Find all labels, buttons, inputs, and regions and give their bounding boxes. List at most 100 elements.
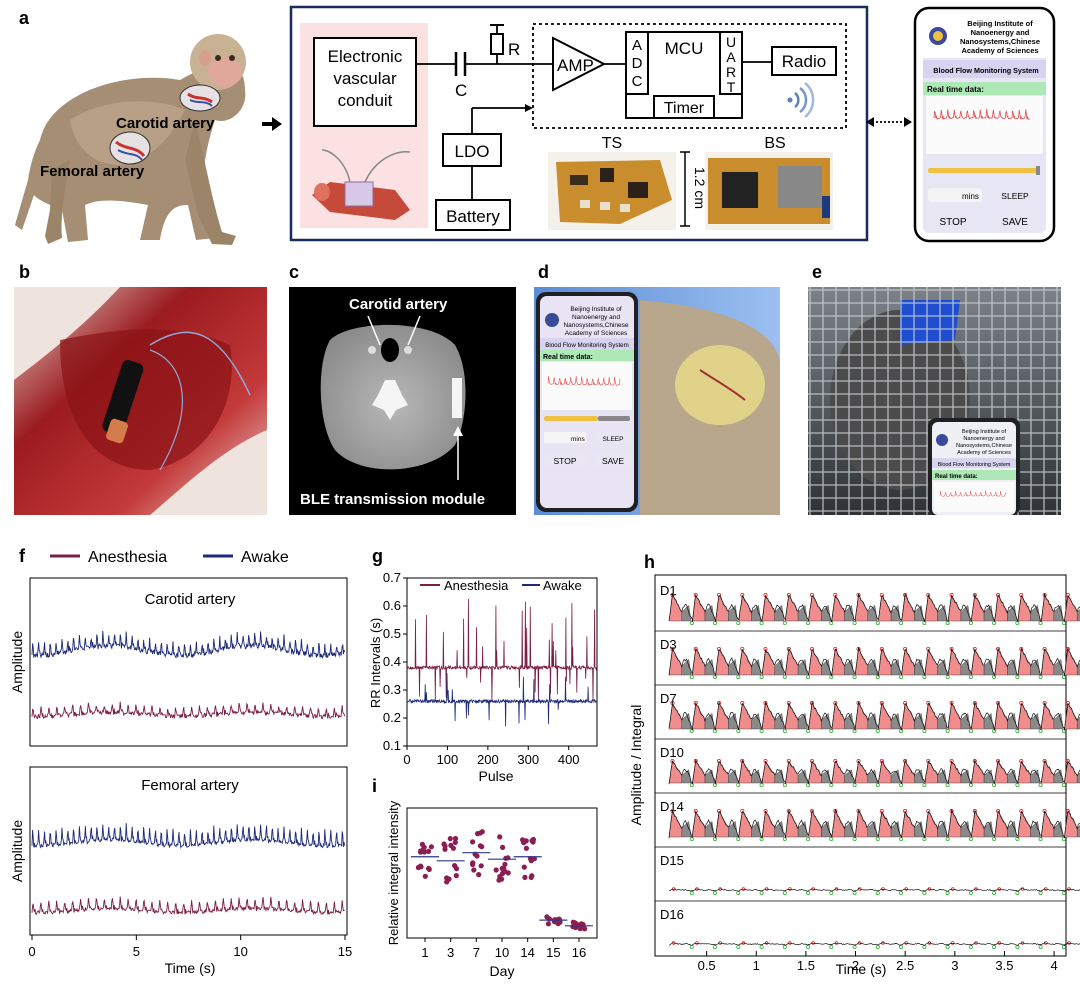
- i-data-point: [520, 837, 526, 843]
- h-valley-marker: [945, 675, 950, 680]
- h-integral-gray: [867, 658, 878, 676]
- i-data-point: [529, 873, 535, 879]
- h-integral-gray: [1053, 658, 1064, 676]
- bidirectional-arrow-icon: [866, 117, 912, 127]
- i-xtick-label: 1: [421, 945, 428, 960]
- h-valley-marker: [852, 891, 857, 896]
- i-data-point: [418, 849, 424, 855]
- uart-letter-u: U: [726, 34, 736, 50]
- h-row-signal: [668, 888, 1080, 893]
- h-integral-gray: [797, 769, 808, 784]
- i-xtick-label: 7: [473, 945, 480, 960]
- monkey-illustration: [15, 34, 246, 245]
- h-valley-marker: [736, 945, 741, 950]
- carotid-anesthesia-line: [31, 701, 346, 720]
- h-valley-marker: [899, 837, 904, 842]
- d-mins-field[interactable]: [544, 432, 586, 443]
- i-data-point: [545, 921, 552, 927]
- h-valley-marker: [806, 675, 811, 680]
- panel-letter-d: d: [538, 262, 549, 282]
- h-integral-gray: [937, 658, 948, 676]
- h-valley-marker: [968, 621, 973, 626]
- h-valley-marker: [992, 945, 997, 950]
- g-xtick-label: 200: [477, 752, 499, 767]
- bs-label: BS: [764, 135, 785, 152]
- h-peak-marker: [950, 887, 955, 891]
- i-data-point: [428, 844, 434, 850]
- battery-label: Battery: [446, 207, 500, 226]
- h-integral-gray: [821, 820, 831, 838]
- ts-label: TS: [602, 135, 622, 152]
- phone-save-button[interactable]: [990, 212, 1040, 230]
- d-stop-button[interactable]: [544, 452, 586, 468]
- ts-pcb-photo: [548, 152, 676, 230]
- i-data-point: [477, 830, 483, 836]
- h-valley-marker: [1061, 891, 1066, 896]
- h-peak-marker: [693, 759, 698, 764]
- i-data-point: [422, 873, 428, 879]
- d-save-button[interactable]: [594, 452, 632, 468]
- h-xtick-label: 2: [852, 958, 859, 973]
- phone-mins-field[interactable]: [928, 188, 982, 202]
- g-ytick-label: 0.6: [383, 598, 401, 613]
- h-integral-gray: [1007, 658, 1017, 676]
- h-peak-marker: [788, 941, 792, 945]
- i-xtick-label: 15: [546, 945, 560, 960]
- h-integral-gray: [914, 820, 924, 838]
- f-xtick-label: 5: [133, 944, 140, 959]
- carotid-subplot-title: Carotid artery: [145, 591, 236, 608]
- phone-sleep-label: SLEEP: [1001, 191, 1029, 201]
- e-system-title: Blood Flow Monitoring System: [938, 462, 1011, 468]
- h-valley-marker: [968, 675, 973, 680]
- phone-stop-button[interactable]: [928, 212, 978, 230]
- h-integral-gray: [1053, 820, 1064, 838]
- h-valley-marker: [713, 621, 718, 626]
- h-peak-marker: [788, 887, 792, 891]
- i-data-point: [576, 924, 582, 930]
- h-valley-marker: [945, 621, 950, 626]
- h-row-label: D7: [660, 691, 677, 706]
- i-data-point: [479, 844, 485, 850]
- h-integral-gray: [983, 769, 994, 784]
- h-valley-marker: [736, 783, 741, 788]
- conduit-line1: Electronic: [328, 47, 403, 66]
- h-peak-marker: [996, 701, 1001, 706]
- h-integral-gray: [960, 769, 971, 784]
- h-valley-marker: [992, 891, 997, 896]
- h-peak-marker: [903, 593, 908, 598]
- panel-letter-c: c: [289, 262, 299, 282]
- h-integral-gray: [1077, 716, 1080, 730]
- h-integral-gray: [681, 604, 692, 622]
- carotid-ylabel: Amplitude: [9, 631, 25, 693]
- battery-box: [435, 199, 511, 231]
- h-valley-marker: [992, 675, 997, 680]
- h-valley-marker: [713, 891, 718, 896]
- h-integral-gray: [960, 712, 971, 730]
- h-integral-gray: [844, 820, 855, 838]
- i-data-point: [478, 863, 484, 869]
- phone-institute-line3: Nanosystems,Chinese: [960, 37, 1040, 46]
- d-sleep-button[interactable]: [594, 432, 632, 443]
- g-xtick-label: 0: [403, 752, 410, 767]
- mcu-label: MCU: [665, 39, 704, 58]
- g-ylabel: RR Intervals (s): [368, 618, 383, 708]
- adc-letter-a: A: [632, 37, 642, 54]
- amp-triangle: [552, 36, 607, 92]
- phone-sleep-button[interactable]: [990, 188, 1040, 202]
- g-ytick-label: 0.7: [383, 570, 401, 585]
- d-institute-line3: Nanosystems,Chinese: [563, 322, 628, 329]
- legend-label-anesthesia: Anesthesia: [88, 549, 167, 566]
- cage-photo: Beijing Institute of Nanoenergy and Nano…: [808, 287, 1061, 515]
- uart-letter-t: T: [727, 79, 736, 95]
- i-xtick-label: 14: [520, 945, 534, 960]
- h-integral-gray: [983, 820, 994, 838]
- h-integral-gray: [821, 712, 831, 730]
- i-data-point: [425, 848, 432, 855]
- pcb-size-label: 1.2 cm: [692, 167, 708, 209]
- e-institute-line2: Nanoenergy and: [963, 436, 1004, 442]
- g-xtick-label: 400: [558, 752, 580, 767]
- h-valley-marker: [713, 945, 718, 950]
- h-integral-gray: [914, 658, 924, 676]
- h-valley-marker: [829, 729, 834, 734]
